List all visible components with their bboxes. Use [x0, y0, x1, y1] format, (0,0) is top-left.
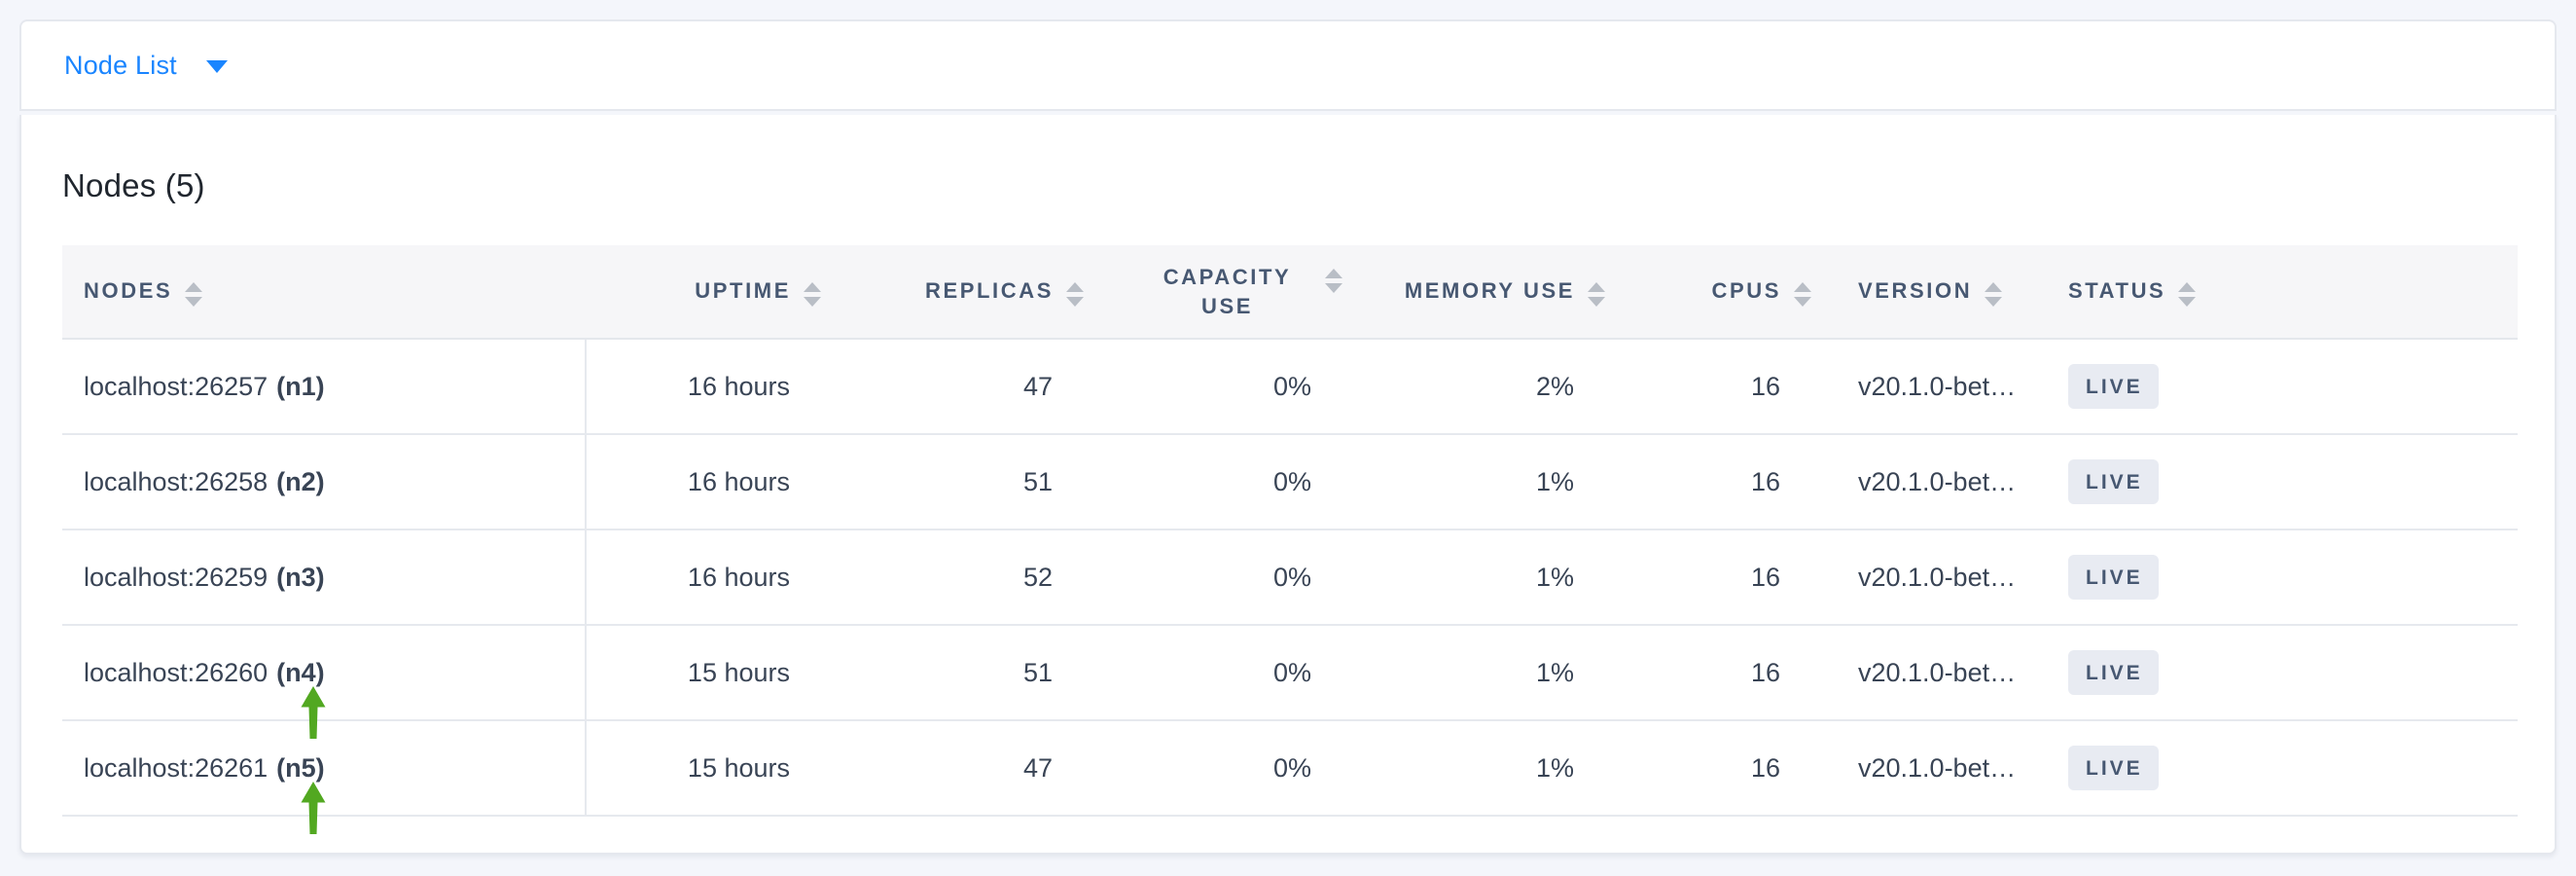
node-link[interactable]: localhost:26258 (n2) [84, 467, 325, 496]
nodes-panel: Nodes (5) NODES UPTIME [19, 115, 2557, 855]
table-row: localhost:26260 (n4) 15 hours 51 0% 1% 16… [62, 625, 2518, 739]
memory-use-cell: 1% [1350, 625, 1613, 721]
replicas-cell: 52 [829, 529, 1091, 626]
uptime-cell: 16 hours [586, 339, 829, 435]
status-cell: LIVE [2029, 434, 2214, 530]
column-header-label: UPTIME [695, 278, 791, 303]
column-header-label: REPLICAS [924, 278, 1054, 303]
node-id: (n1) [276, 371, 325, 401]
memory-use-cell: 1% [1350, 720, 1613, 817]
uptime-cell: 16 hours [586, 434, 829, 530]
status-badge: LIVE [2068, 650, 2159, 695]
sort-icon [1066, 282, 1084, 307]
capacity-use-cell: 0% [1091, 529, 1350, 626]
table-row: localhost:26258 (n2) 16 hours 51 0% 1% 16… [62, 434, 2518, 530]
node-id: (n2) [276, 466, 325, 496]
status-badge: LIVE [2068, 555, 2159, 600]
status-cell: LIVE [2029, 529, 2214, 626]
memory-use-cell: 2% [1350, 339, 1613, 435]
sort-icon [1588, 282, 1605, 307]
sort-icon [2178, 282, 2197, 307]
node-cell: localhost:26261 (n5) [62, 720, 587, 834]
node-id: (n4) [276, 657, 325, 687]
column-header-status[interactable]: STATUS [2029, 245, 2214, 340]
node-list-dropdown[interactable]: Node List [64, 51, 228, 81]
green-up-arrow-icon [301, 782, 326, 834]
column-header-nodes[interactable]: NODES [62, 245, 586, 340]
status-badge: LIVE [2068, 746, 2159, 790]
sort-icon [1794, 282, 1811, 307]
table-header-row: NODES UPTIME REPLICAS [62, 245, 2518, 340]
column-header-uptime[interactable]: UPTIME [586, 245, 829, 340]
replicas-cell: 47 [829, 720, 1091, 817]
node-address: localhost:26260 [84, 657, 268, 687]
caret-down-icon [205, 60, 228, 73]
node-link[interactable]: localhost:26257 (n1) [84, 372, 325, 401]
column-header-label: NODES [84, 278, 173, 303]
node-address: localhost:26257 [84, 371, 268, 401]
uptime-cell: 16 hours [586, 529, 829, 626]
sort-icon [1325, 268, 1342, 293]
sort-icon [804, 282, 821, 307]
column-header-filler [2214, 245, 2518, 340]
status-cell: LIVE [2029, 720, 2214, 817]
cpus-cell: 16 [1613, 625, 1819, 721]
node-cell: localhost:26258 (n2) [62, 434, 587, 530]
node-table: NODES UPTIME REPLICAS [62, 245, 2518, 834]
uptime-cell: 15 hours [586, 720, 829, 817]
column-header-cpus[interactable]: CPUS [1613, 245, 1819, 340]
node-list-dropdown-label: Node List [64, 50, 177, 80]
version-cell: v20.1.0-bet… [1819, 529, 2029, 626]
memory-use-cell: 1% [1350, 434, 1613, 530]
node-link[interactable]: localhost:26261 (n5) [84, 753, 325, 783]
memory-use-cell: 1% [1350, 529, 1613, 626]
version-cell: v20.1.0-bet… [1819, 434, 2029, 530]
column-header-label: VERSION [1858, 278, 1973, 303]
node-link[interactable]: localhost:26260 (n4) [84, 658, 325, 687]
cpus-cell: 16 [1613, 339, 1819, 435]
sort-icon [185, 282, 203, 307]
node-address: localhost:26258 [84, 466, 268, 496]
node-cell: localhost:26260 (n4) [62, 625, 587, 739]
cpus-cell: 16 [1613, 720, 1819, 817]
table-row: localhost:26259 (n3) 16 hours 52 0% 1% 16… [62, 529, 2518, 626]
sort-icon [1985, 282, 2003, 307]
cpus-cell: 16 [1613, 529, 1819, 626]
cpus-cell: 16 [1613, 434, 1819, 530]
node-link[interactable]: localhost:26259 (n3) [84, 563, 325, 592]
top-nav-bar: Node List [19, 19, 2557, 111]
node-id: (n5) [276, 752, 325, 783]
capacity-use-cell: 0% [1091, 434, 1350, 530]
page-title: Nodes (5) [62, 167, 205, 203]
column-header-label: STATUS [2068, 278, 2166, 303]
column-header-version[interactable]: VERSION [1819, 245, 2029, 340]
column-header-label: CPUS [1711, 278, 1781, 303]
uptime-cell: 15 hours [586, 625, 829, 721]
capacity-use-cell: 0% [1091, 339, 1350, 435]
status-badge: LIVE [2068, 364, 2159, 409]
node-address: localhost:26259 [84, 562, 268, 592]
node-cell: localhost:26259 (n3) [62, 529, 587, 626]
replicas-cell: 47 [829, 339, 1091, 435]
column-header-replicas[interactable]: REPLICAS [829, 245, 1091, 340]
column-header-label: CAPACITY USE [1163, 264, 1292, 318]
version-cell: v20.1.0-bet… [1819, 720, 2029, 817]
status-badge: LIVE [2068, 459, 2159, 504]
table-row: localhost:26257 (n1) 16 hours 47 0% 2% 16… [62, 339, 2518, 435]
version-cell: v20.1.0-bet… [1819, 339, 2029, 435]
status-cell: LIVE [2029, 625, 2214, 721]
status-cell: LIVE [2029, 339, 2214, 435]
node-address: localhost:26261 [84, 752, 268, 783]
column-header-capacity-use[interactable]: CAPACITY USE [1091, 245, 1350, 340]
replicas-cell: 51 [829, 625, 1091, 721]
capacity-use-cell: 0% [1091, 720, 1350, 817]
replicas-cell: 51 [829, 434, 1091, 530]
column-header-memory-use[interactable]: MEMORY USE [1350, 245, 1613, 340]
table-row: localhost:26261 (n5) 15 hours 47 0% 1% 16… [62, 720, 2518, 834]
capacity-use-cell: 0% [1091, 625, 1350, 721]
column-header-label: MEMORY USE [1404, 278, 1575, 303]
node-id: (n3) [276, 562, 325, 592]
node-cell: localhost:26257 (n1) [62, 339, 587, 435]
version-cell: v20.1.0-bet… [1819, 625, 2029, 721]
